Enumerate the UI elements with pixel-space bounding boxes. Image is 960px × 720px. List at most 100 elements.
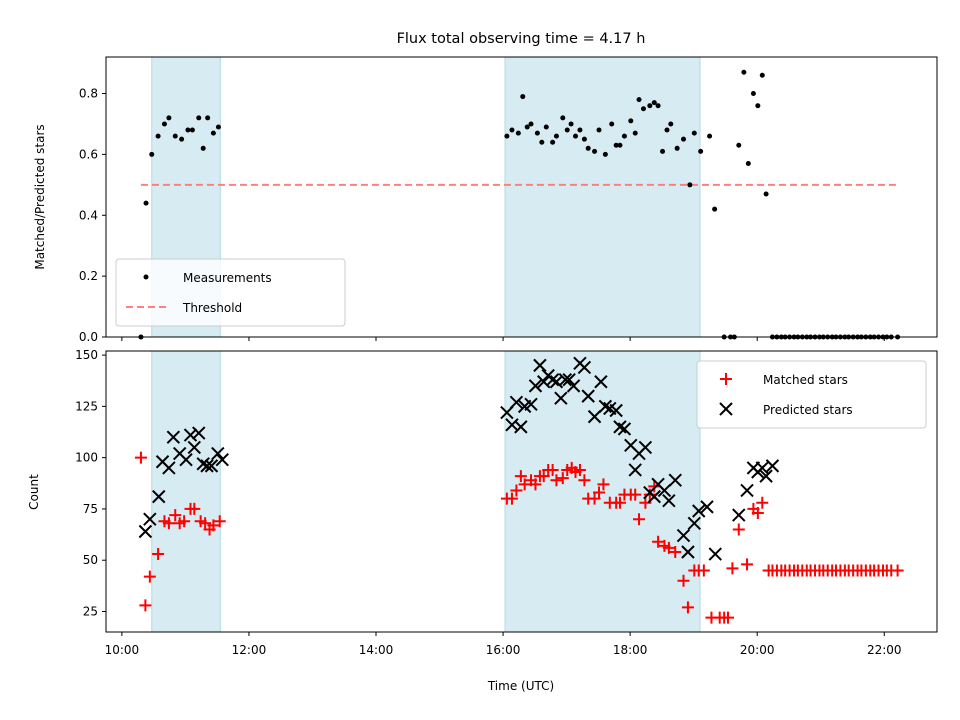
measurement-point (560, 115, 566, 121)
measurement-point (581, 136, 587, 142)
measurement-point (155, 133, 161, 139)
top-shaded-intervals (151, 56, 701, 338)
bottom-x-tick-label: 14:00 (359, 643, 394, 657)
top-y-tick-label: 0.4 (79, 208, 98, 222)
bottom-x-tick-label: 12:00 (232, 643, 267, 657)
bottom-y-axis-label: Count (27, 474, 41, 510)
measurement-point (712, 206, 718, 212)
matched-star-marker (188, 502, 201, 515)
predicted-star-marker (211, 446, 225, 461)
predicted-star-marker (598, 399, 613, 414)
predicted-star-marker (192, 426, 206, 440)
measurement-point (613, 142, 619, 148)
measurement-point (674, 145, 680, 151)
bottom-shaded-interval-0 (151, 350, 221, 633)
measurement-point (179, 136, 185, 142)
measurement-point (664, 127, 670, 133)
matched-star-marker (891, 564, 904, 577)
top-y-tick-label: 0.0 (79, 330, 98, 344)
top-y-tick-label: 0.2 (79, 269, 98, 283)
matched-star-marker (139, 599, 152, 612)
measurement-point (585, 145, 591, 151)
matched-star-marker (677, 574, 690, 587)
measurement-point (534, 130, 540, 136)
matched-star-marker (613, 496, 626, 509)
predicted-star-marker (681, 545, 695, 559)
predicted-star-marker (692, 504, 706, 518)
predicted-stars-points (138, 356, 780, 561)
matched-star-marker (546, 463, 559, 476)
predicted-star-marker (609, 403, 623, 418)
matched-star-marker (681, 601, 694, 614)
predicted-star-marker (732, 508, 746, 522)
matched-star-marker (134, 451, 147, 464)
predicted-star-marker (179, 453, 193, 467)
top-panel: 0.00.20.40.60.8 Matched/Predicted stars … (33, 56, 938, 344)
matched-star-marker (732, 523, 745, 536)
predicted-star-marker (558, 373, 573, 387)
measurement-point (172, 133, 178, 139)
predicted-star-marker (204, 459, 219, 473)
matched-star-marker (588, 492, 601, 505)
predicted-star-marker (162, 461, 176, 475)
predicted-star-marker (196, 457, 210, 471)
matched-star-marker (505, 492, 518, 505)
measurement-point (655, 103, 661, 109)
measurement-point (763, 191, 769, 197)
predicted-star-marker (509, 395, 524, 409)
measurement-point (660, 148, 666, 154)
bottom-y-tick-label: 75 (83, 502, 98, 516)
measurement-point (543, 124, 549, 130)
measurement-point (698, 148, 704, 154)
bottom-x-tick-label: 10:00 (105, 643, 140, 657)
legend-threshold-label: Threshold (182, 301, 242, 315)
predicted-star-marker (200, 459, 214, 473)
predicted-star-marker (594, 375, 608, 389)
predicted-star-marker (215, 453, 229, 467)
matched-star-marker (518, 478, 531, 491)
matched-star-marker (162, 517, 175, 530)
measurement-point (609, 121, 615, 127)
predicted-star-marker (577, 360, 592, 375)
measurement-point (564, 127, 570, 133)
predicted-star-marker (676, 528, 691, 543)
legend-predicted-marker (719, 402, 733, 416)
measurement-point (573, 133, 579, 139)
legend-matched-label: Matched stars (763, 373, 848, 387)
measurement-point (205, 115, 211, 121)
top-legend: Measurements Threshold (115, 258, 346, 327)
legend-measurements-label: Measurements (183, 271, 272, 285)
predicted-star-marker (545, 373, 560, 387)
predicted-star-marker (166, 430, 181, 444)
predicted-star-marker (700, 500, 714, 514)
predicted-star-marker (638, 440, 653, 455)
predicted-star-marker (152, 489, 166, 504)
measurement-point (143, 200, 149, 206)
bottom-legend: Matched stars Predicted stars (696, 360, 927, 429)
measurement-point (215, 124, 221, 130)
predicted-star-marker (613, 420, 627, 434)
measurement-point (707, 133, 713, 139)
measurement-point (524, 124, 530, 130)
matched-star-marker (721, 611, 734, 624)
matched-star-marker (143, 570, 156, 583)
predicted-star-marker (587, 409, 602, 424)
measurement-point (189, 127, 195, 133)
predicted-star-marker (533, 358, 547, 373)
measurement-point (568, 121, 574, 127)
predicted-star-marker (740, 483, 754, 498)
top-legend-box (115, 258, 346, 327)
predicted-star-marker (687, 516, 702, 530)
measurement-point (504, 133, 510, 139)
predicted-star-marker (138, 524, 153, 539)
measurement-point (741, 69, 747, 75)
measurement-point (166, 115, 172, 121)
predicted-star-marker (759, 469, 773, 483)
measurement-point (515, 130, 521, 136)
measurement-point (617, 142, 623, 148)
top-y-tick-label: 0.8 (79, 87, 98, 101)
predicted-star-marker (554, 391, 568, 405)
matched-star-marker (169, 509, 182, 522)
